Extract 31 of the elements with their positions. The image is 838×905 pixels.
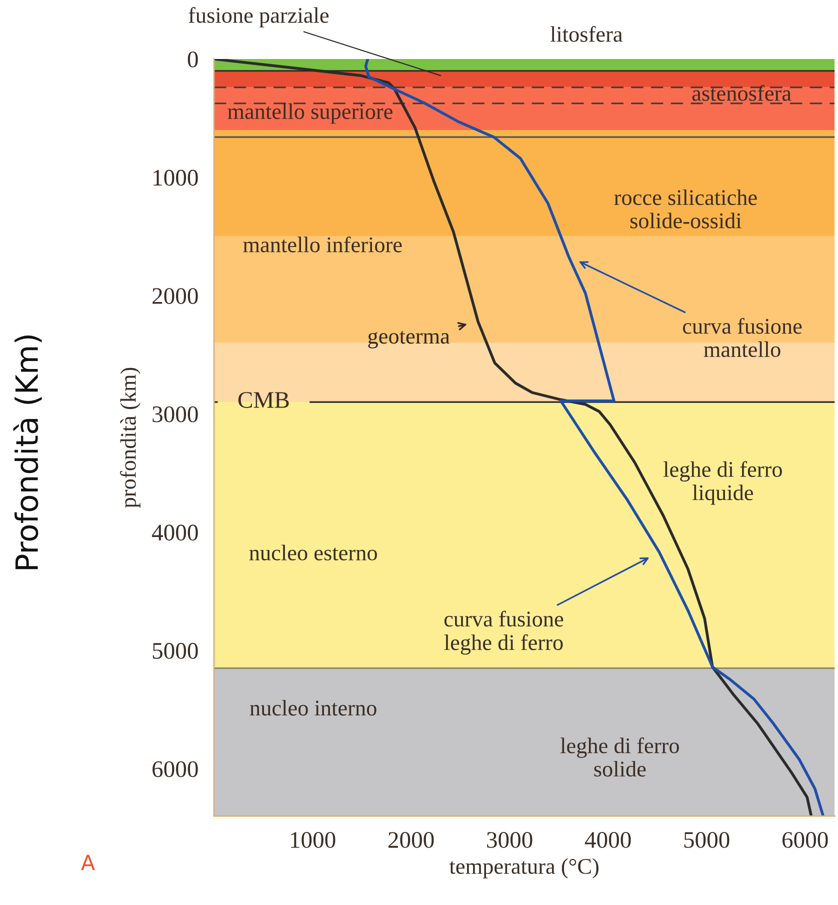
y-tick-label: 0 <box>188 51 198 68</box>
annotation: mantello inferiore <box>243 236 402 252</box>
y-tick-label: 6000 <box>152 761 198 778</box>
y-tick-label: 4000 <box>152 524 198 541</box>
x-tick-label: 3000 <box>487 832 532 848</box>
annotation: leghe di ferro liquide <box>664 461 782 505</box>
annotation: leghe di ferro solide <box>560 737 679 777</box>
text: curva fusione mantello <box>682 318 802 358</box>
text: curva fusione leghe di ferro <box>444 610 564 655</box>
x-tick-label: 6000 <box>782 832 828 848</box>
y-axis-title: profondità (km) <box>120 368 140 508</box>
text: litosfera <box>550 26 622 42</box>
annotation: rocce silicatiche solide-ossidi <box>614 189 757 228</box>
annotation: nucleo esterno <box>249 544 377 560</box>
ref-line-label: CMB <box>238 392 289 408</box>
y-tick-label: 3000 <box>152 406 198 422</box>
x-tick-label: 4000 <box>584 832 631 848</box>
annotation: nucleo interno <box>250 700 376 716</box>
annotation: astenosfera <box>692 85 792 101</box>
annotation: mantello superiore <box>228 103 392 124</box>
legend-label: geoterma <box>368 331 450 348</box>
x-tick-label: 2000 <box>388 832 434 848</box>
x-axis-title: temperatura (°C) <box>449 858 598 878</box>
x-tick-label: 5000 <box>684 832 730 848</box>
text: A <box>81 854 95 870</box>
x-tick-label: 1000 <box>291 832 336 848</box>
y-tick-label: 2000 <box>152 288 198 304</box>
y-tick-label: 1000 <box>154 170 198 186</box>
y-tick-label: 5000 <box>152 642 198 659</box>
annotation: fusione parziale <box>188 7 329 28</box>
text: Profondità (Km) <box>13 336 42 570</box>
